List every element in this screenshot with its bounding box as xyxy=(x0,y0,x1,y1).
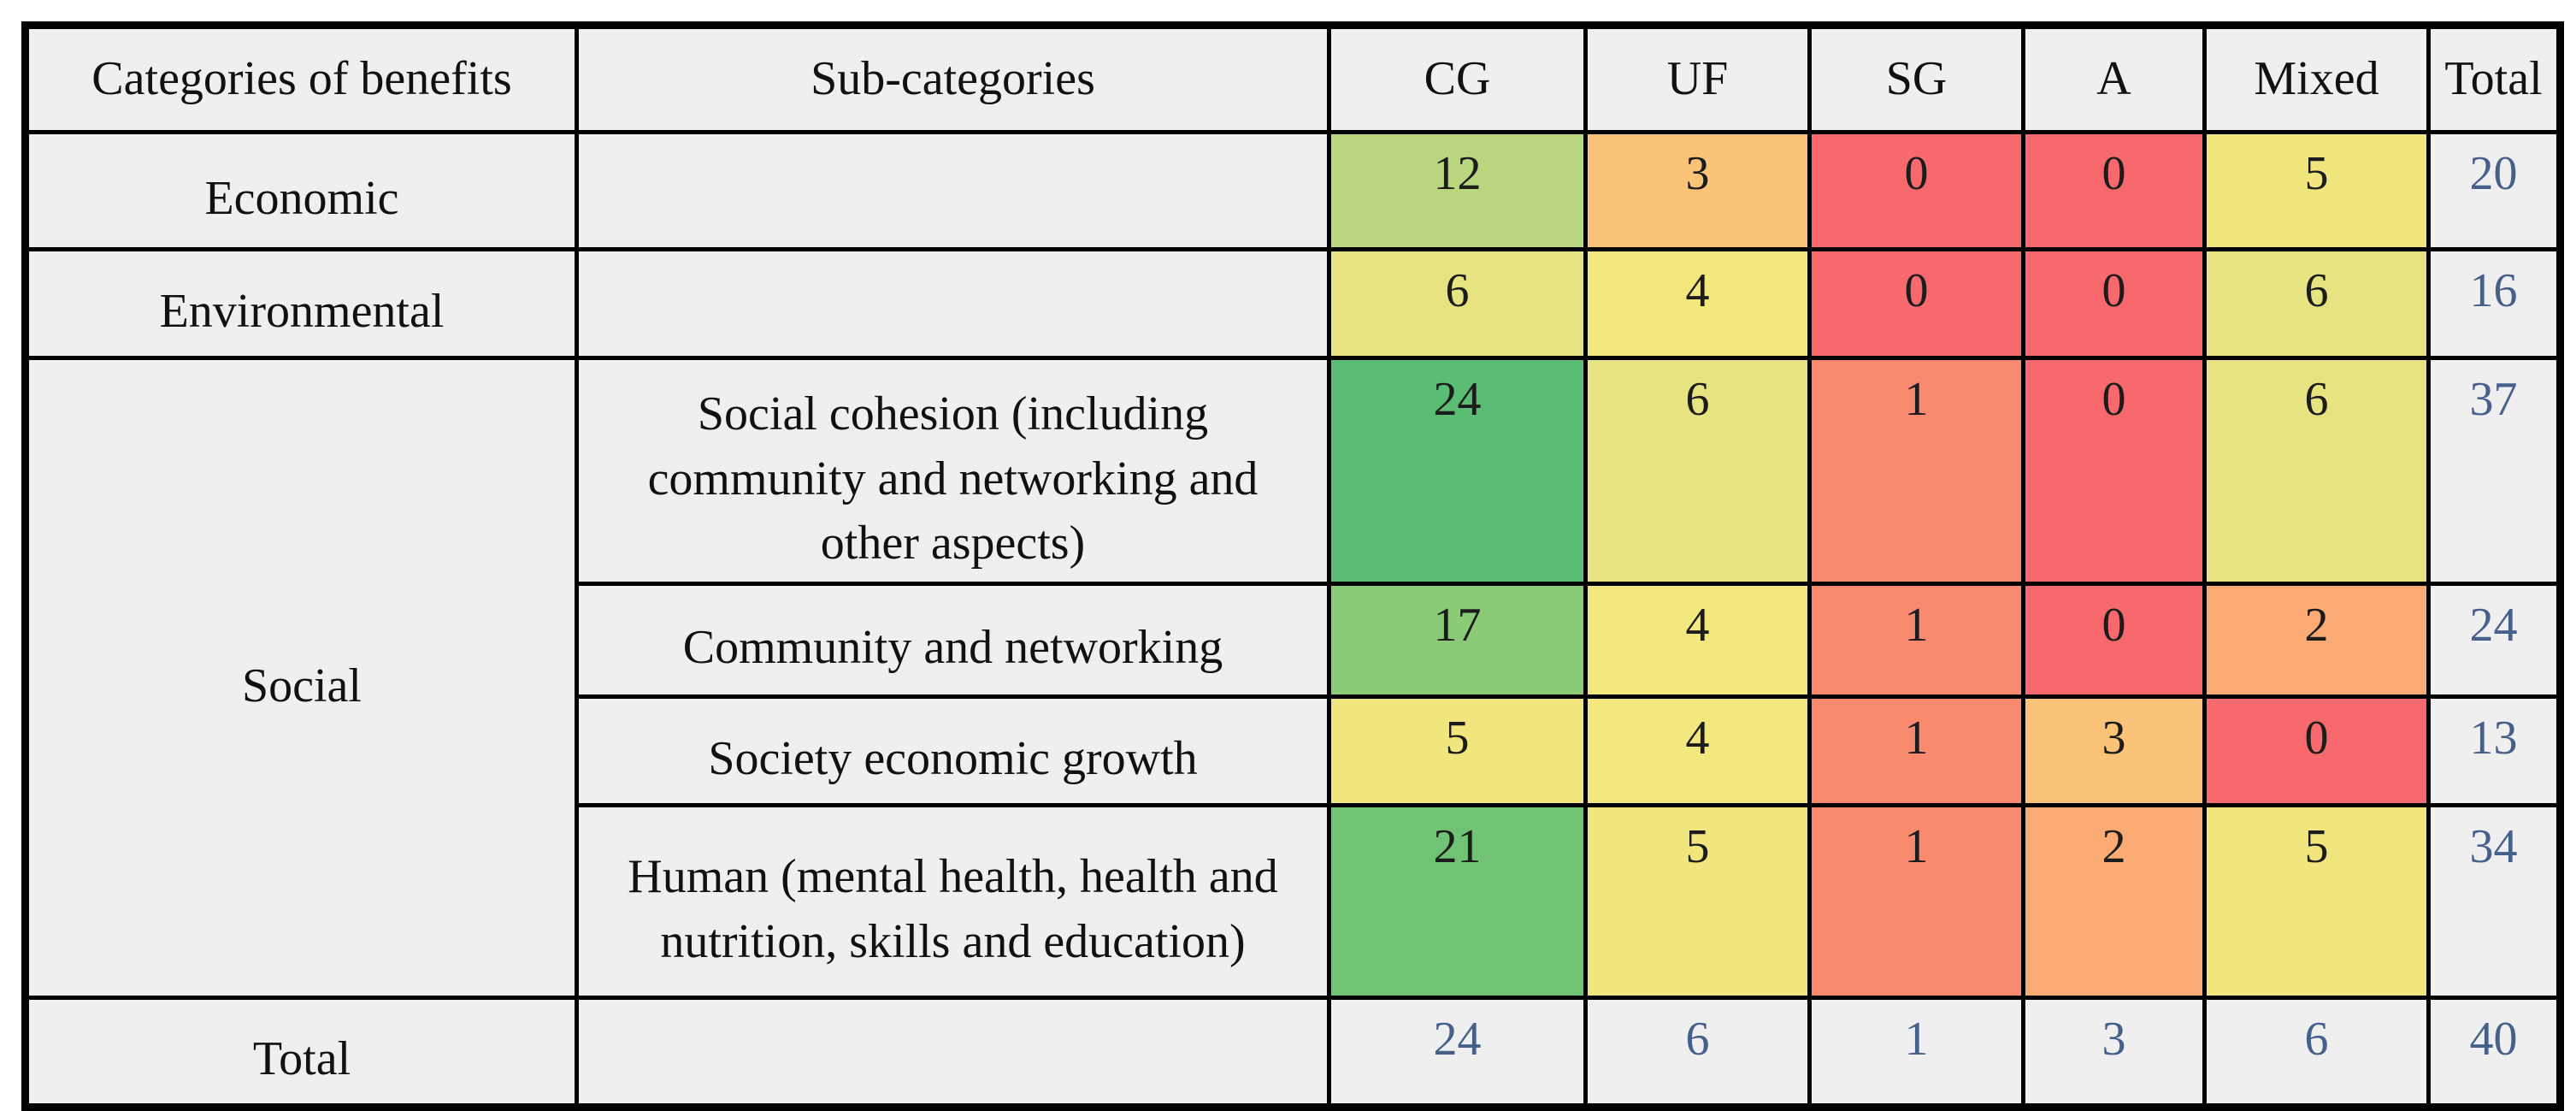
subcategory-cell: Social cohesion (including community and… xyxy=(575,356,1331,586)
value-cell: 21 xyxy=(1327,802,1588,1000)
value-cell: 17 xyxy=(1327,581,1588,699)
value-cell: 0 xyxy=(2021,130,2207,251)
row-total-cell: 16 xyxy=(2426,247,2562,360)
category-cell: Environmental xyxy=(23,247,579,360)
value-cell: 6 xyxy=(2202,356,2431,586)
row-environmental: Environmental 6 4 0 0 6 16 xyxy=(23,247,2562,360)
value-cell: 4 xyxy=(1583,247,1812,360)
row-society-economic-growth: Society economic growth 5 4 1 3 0 13 xyxy=(26,694,2562,807)
header-categories-of-benefits: Categories of benefits xyxy=(23,23,579,134)
row-total-cell: 34 xyxy=(2426,802,2562,1000)
header-sub-categories: Sub-categories xyxy=(575,23,1331,134)
row-economic: Economic 12 3 0 0 5 20 xyxy=(23,130,2562,251)
category-cell: Economic xyxy=(23,130,579,251)
subcategory-cell: Human (mental health, health and nutriti… xyxy=(575,802,1331,1000)
value-cell: 5 xyxy=(2202,130,2431,251)
row-human: Human (mental health, health and nutriti… xyxy=(26,802,2562,1000)
value-cell: 0 xyxy=(2021,247,2207,360)
column-total-cell: 24 xyxy=(1327,995,1588,1109)
value-cell: 6 xyxy=(1327,247,1588,360)
value-cell: 2 xyxy=(2202,581,2431,699)
row-grand-total: Total 24 6 1 3 6 40 xyxy=(23,995,2562,1109)
header-uf: UF xyxy=(1583,23,1812,134)
value-cell: 0 xyxy=(2202,694,2431,807)
row-total-cell: 37 xyxy=(2426,356,2562,586)
value-cell: 5 xyxy=(2202,802,2431,1000)
header-cg: CG xyxy=(1327,23,1588,134)
subcategory-cell xyxy=(575,130,1331,251)
header-mixed: Mixed xyxy=(2202,23,2431,134)
header-a: A xyxy=(2021,23,2207,134)
value-cell: 1 xyxy=(1807,694,2025,807)
value-cell: 6 xyxy=(2202,247,2431,360)
column-total-cell: 6 xyxy=(2202,995,2431,1109)
row-total-cell: 13 xyxy=(2426,694,2562,807)
value-cell: 0 xyxy=(2021,356,2207,586)
value-cell: 2 xyxy=(2021,802,2207,1000)
value-cell: 6 xyxy=(1583,356,1812,586)
column-total-cell: 1 xyxy=(1807,995,2025,1109)
value-cell: 3 xyxy=(1583,130,1812,251)
grand-total-cell: 40 xyxy=(2426,995,2562,1109)
value-cell: 0 xyxy=(1807,130,2025,251)
value-cell: 24 xyxy=(1327,356,1588,586)
value-cell: 4 xyxy=(1583,581,1812,699)
benefits-table-container: Categories of benefits Sub-categories CG… xyxy=(21,21,2564,1111)
value-cell: 12 xyxy=(1327,130,1588,251)
subcategory-cell: Community and networking xyxy=(575,581,1331,699)
category-cell-social: Social xyxy=(23,356,579,1000)
value-cell: 0 xyxy=(1807,247,2025,360)
category-cell-total: Total xyxy=(23,995,579,1109)
value-cell: 5 xyxy=(1583,802,1812,1000)
subcategory-cell: Society economic growth xyxy=(575,694,1331,807)
row-total-cell: 20 xyxy=(2426,130,2562,251)
subcategory-cell xyxy=(575,247,1331,360)
value-cell: 0 xyxy=(2021,581,2207,699)
header-sg: SG xyxy=(1807,23,2025,134)
row-social-cohesion: Social Social cohesion (including commun… xyxy=(23,356,2562,1000)
subcategory-cell xyxy=(575,995,1331,1109)
header-total: Total xyxy=(2426,23,2562,134)
value-cell: 3 xyxy=(2021,694,2207,807)
column-total-cell: 3 xyxy=(2021,995,2207,1109)
value-cell: 1 xyxy=(1807,581,2025,699)
benefits-table: Categories of benefits Sub-categories CG… xyxy=(21,21,2564,1111)
value-cell: 1 xyxy=(1807,802,2025,1000)
column-total-cell: 6 xyxy=(1583,995,1812,1109)
value-cell: 5 xyxy=(1327,694,1588,807)
row-community-networking: Community and networking 17 4 1 0 2 24 xyxy=(26,581,2562,699)
row-total-cell: 24 xyxy=(2426,581,2562,699)
header-row: Categories of benefits Sub-categories CG… xyxy=(23,23,2562,134)
value-cell: 1 xyxy=(1807,356,2025,586)
value-cell: 4 xyxy=(1583,694,1812,807)
